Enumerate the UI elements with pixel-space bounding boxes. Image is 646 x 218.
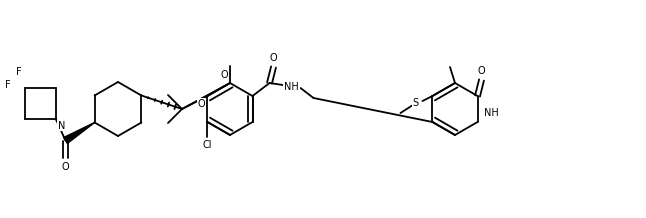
Text: O: O bbox=[477, 66, 485, 76]
Text: NH: NH bbox=[483, 108, 498, 118]
Text: NH: NH bbox=[284, 82, 299, 92]
Text: O: O bbox=[220, 70, 228, 80]
Text: O: O bbox=[61, 162, 69, 172]
Text: O: O bbox=[269, 53, 277, 63]
Text: N: N bbox=[57, 121, 65, 131]
Polygon shape bbox=[64, 123, 94, 143]
Text: F: F bbox=[16, 66, 21, 77]
Text: Cl: Cl bbox=[203, 140, 213, 150]
Text: F: F bbox=[5, 80, 10, 90]
Text: O: O bbox=[198, 99, 205, 109]
Text: S: S bbox=[412, 98, 419, 108]
